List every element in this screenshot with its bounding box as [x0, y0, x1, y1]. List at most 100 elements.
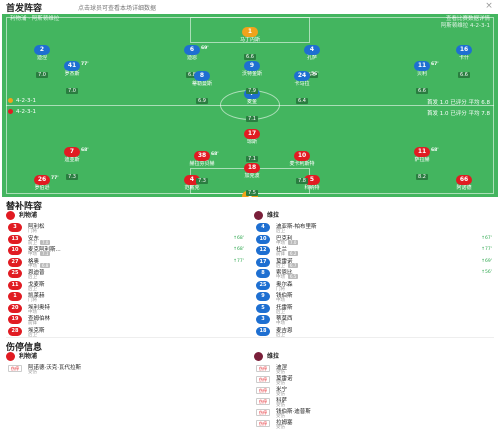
- sub-position-text: 中场: [276, 298, 285, 303]
- away-sub-row[interactable]: 17 莫雷诺 后卫 6.7 ↑69': [254, 257, 494, 269]
- home-sub-row[interactable]: 1 凯莱赫 门将: [6, 291, 246, 303]
- player-number-badge: 11 68': [414, 147, 439, 157]
- sub-in-event: ↑69': [481, 259, 492, 264]
- home-team-dot: [8, 109, 13, 114]
- sub-player-name: 埃克斯: [28, 327, 45, 334]
- home-player-3[interactable]: 4范戴克7.4: [162, 166, 222, 191]
- sub-position-text: 门将: [28, 229, 37, 234]
- injuries-title: 伤停信息: [6, 343, 43, 353]
- injury-row[interactable]: 伤停 钱伯斯·迪普斯 受伤: [254, 407, 494, 419]
- pitch-top-right-label[interactable]: 查看比赛数据详情: [445, 16, 490, 22]
- player-event: 77': [81, 62, 89, 67]
- injury-reason: 受伤: [276, 381, 285, 386]
- sub-player-position: 前卫 7.0: [28, 239, 51, 246]
- away-injuries-team-name: 维拉: [267, 353, 280, 360]
- player-number-badge: 24 56': [294, 71, 319, 81]
- home-average-row: 首发 1.0 已评分 平均 7.8: [427, 111, 490, 117]
- away-injuries-list: 伤停 迪涅 受伤 伤停 莫雷诺 受伤 伤停 米宁 受伤 伤停 科萨 受伤 伤停 钱伯斯·迪普斯 受伤 伤停 拉姆…: [254, 363, 494, 430]
- home-player-5[interactable]: 66阿诺德7.6: [434, 166, 494, 191]
- home-sub-row[interactable]: 27 格奥 中场 6.8 ↑77': [6, 257, 246, 269]
- injury-row[interactable]: 伤停 科萨 受伤: [254, 396, 494, 408]
- away-player-11[interactable]: 9 沃特金斯 7.9: [222, 52, 282, 94]
- away-sub-row[interactable]: 9 钱伯斯 中场: [254, 291, 494, 303]
- player-name: 阿诺德: [456, 185, 472, 191]
- sub-rating: 7.0: [288, 239, 299, 245]
- injury-row[interactable]: 伤停 米宁 受伤: [254, 385, 494, 397]
- away-sub-row[interactable]: 18 麦吉恩 后卫: [254, 326, 494, 338]
- sub-in-arrow-icon: ↑: [481, 258, 486, 264]
- player-event: 69': [201, 46, 209, 51]
- home-player-7[interactable]: 10 麦卡利斯特 7.8: [272, 142, 332, 184]
- sub-number-badge: 11: [8, 280, 22, 290]
- away-sub-row[interactable]: 8 索恩比 中场 6.5 ↑56': [254, 268, 494, 280]
- away-sub-row[interactable]: 25 奥尔森 门将: [254, 280, 494, 292]
- away-player-10[interactable]: 41 77' 罗杰斯 7.0: [42, 52, 102, 94]
- away-sub-row[interactable]: 3 蒂莫西 中场: [254, 314, 494, 326]
- player-name: 迪恩: [186, 55, 197, 61]
- home-sub-row[interactable]: 25 恩迪普 后卫: [6, 268, 246, 280]
- sub-number-badge: 4: [256, 223, 270, 232]
- home-player-6[interactable]: 38 68' 赫拉芬贝赫 7.3: [172, 142, 232, 184]
- villa-logo-icon: [254, 352, 263, 361]
- home-player-10[interactable]: 11 68' 萨拉赫 8.2: [392, 138, 452, 180]
- away-sub-row[interactable]: 4 迪亚斯-帕布里斯 后卫: [254, 222, 494, 234]
- injury-reason: 受伤: [276, 403, 285, 408]
- home-player-4[interactable]: 5科纳特7.2: [282, 166, 342, 191]
- away-player-7[interactable]: 8 蒂勒曼斯 6.9: [172, 62, 232, 104]
- away-subs-team: 维拉: [254, 210, 494, 222]
- away-team-dot: [8, 98, 13, 103]
- away-player-2[interactable]: 16 卡什 6.6: [434, 36, 494, 78]
- away-player-8[interactable]: 11 67' 贝利 6.6: [392, 52, 452, 94]
- away-sub-row[interactable]: 5 托雷斯 后卫: [254, 303, 494, 315]
- injury-row[interactable]: 伤停 拉姆塞 受伤: [254, 418, 494, 430]
- injury-row[interactable]: 伤停 莫雷诺 受伤: [254, 374, 494, 386]
- player-event: 68': [431, 148, 439, 153]
- player-name: 麦金: [246, 99, 257, 105]
- sub-in-minute: 77': [237, 258, 244, 264]
- player-name: 沃特金斯: [241, 71, 262, 77]
- home-sub-row[interactable]: 13 安东 前卫 7.0 ↑68': [6, 234, 246, 246]
- home-player-8[interactable]: 7 68' 迪亚斯 7.3: [42, 138, 102, 180]
- away-player-3[interactable]: 4 孔萨 6.5: [282, 36, 342, 78]
- close-icon[interactable]: ×: [485, 1, 493, 11]
- home-sub-row[interactable]: 20 埃利奥特 中场: [6, 303, 246, 315]
- player-number-badge: 6 69': [184, 45, 209, 55]
- liverpool-logo-icon: [6, 211, 15, 220]
- player-number-badge: 38 68': [194, 151, 219, 161]
- injury-row[interactable]: 伤停 阿诺德·沃克·瓦代拉斯 受伤: [6, 363, 246, 375]
- sub-number-badge: 5: [256, 303, 270, 313]
- home-sub-row[interactable]: 3 阿利松 门将: [6, 222, 246, 234]
- sub-player-position: 中场 7.0: [276, 239, 299, 246]
- away-player-4[interactable]: 6 69' 迪恩 6.8: [162, 36, 222, 78]
- away-sub-row[interactable]: 10 巴克利 中场 7.0 ↑67': [254, 234, 494, 246]
- sub-in-arrow-icon: ↑: [481, 247, 486, 252]
- injured-player-name: 拉姆塞: [276, 420, 293, 426]
- home-sub-row[interactable]: 19 查姆伯林 前锋: [6, 314, 246, 326]
- away-player-6[interactable]: 24 56' 卡马拉 6.4: [272, 62, 332, 104]
- home-player-9[interactable]: 17 琼斯 7.1: [222, 120, 282, 162]
- home-sub-row[interactable]: 11 戈麦斯 后卫: [6, 280, 246, 292]
- player-event: 56': [311, 72, 319, 77]
- sub-number-badge: 3: [256, 315, 270, 324]
- home-player-11[interactable]: 18 加克波 7.5: [222, 154, 282, 196]
- pitch-home-label: 利物浦 · 阿斯顿维拉: [10, 16, 60, 22]
- sub-position-text: 门将: [276, 286, 285, 292]
- away-sub-row[interactable]: 12 杜兰 前锋 6.2 ↑77': [254, 245, 494, 257]
- injury-row[interactable]: 伤停 迪涅 受伤: [254, 363, 494, 375]
- player-number-badge: 11 67': [414, 61, 439, 71]
- home-sub-row[interactable]: 10 麦克阿利斯... 中场 7.1 ↑68': [6, 245, 246, 257]
- sub-player-name: 戈麦斯: [28, 281, 45, 288]
- home-subs-column: 利物浦 3 阿利松 门将 13 安东 前卫 7.0 ↑68' 10 麦克阿利斯... 中场 7.1 ↑6…: [6, 210, 246, 338]
- player-rating: 7.1: [246, 156, 258, 162]
- home-sub-row[interactable]: 28 埃克斯 后卫: [6, 326, 246, 338]
- sub-position-text: 中场: [28, 252, 37, 257]
- player-rating: 7.3: [196, 178, 208, 184]
- sub-number-badge: 20: [8, 303, 22, 313]
- away-player-1[interactable]: 1 马丁内斯 6.6: [220, 18, 280, 60]
- sub-rating: 6.8: [40, 262, 51, 268]
- player-rating: 6.6: [458, 72, 470, 78]
- away-player-5[interactable]: 2 迪涅 7.0: [12, 36, 72, 78]
- sub-player-position: 门将: [28, 297, 37, 303]
- player-number-badge: 4: [184, 175, 200, 185]
